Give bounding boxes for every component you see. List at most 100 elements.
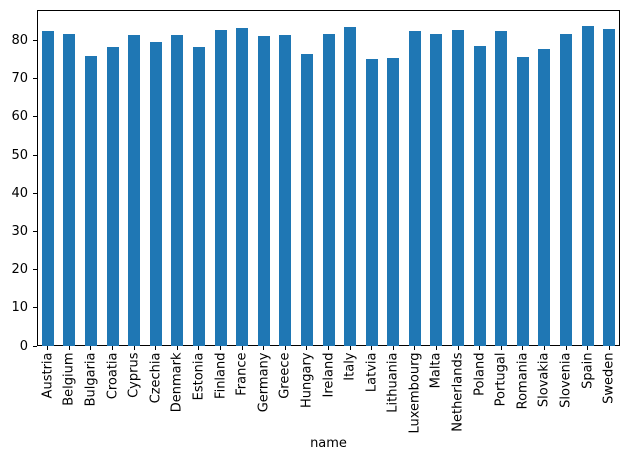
x-tick-label-hungary: Hungary: [299, 352, 315, 409]
x-tick-label-bulgaria: Bulgaria: [83, 352, 99, 407]
x-tick-mark: [500, 346, 502, 350]
x-tick-label-czechia: Czechia: [148, 352, 164, 404]
x-tick-mark: [587, 346, 589, 350]
x-tick-mark: [543, 346, 545, 350]
bar-hungary: [300, 53, 313, 346]
x-tick-label-luxembourg: Luxembourg: [407, 352, 423, 434]
bar-denmark: [171, 34, 184, 346]
x-tick-mark: [306, 346, 308, 350]
x-axis-title: name: [310, 436, 347, 451]
x-tick-label-greece: Greece: [277, 352, 293, 399]
y-tick-label: 0: [19, 338, 28, 354]
x-tick-label-france: France: [234, 352, 250, 396]
y-tick-label: 40: [11, 185, 28, 201]
bar-croatia: [106, 46, 119, 346]
x-tick-mark: [414, 346, 416, 350]
x-tick-mark: [112, 346, 114, 350]
x-tick-label-portugal: Portugal: [493, 352, 509, 407]
x-tick-label-sweden: Sweden: [601, 352, 617, 404]
x-tick-mark: [198, 346, 200, 350]
bar-belgium: [63, 34, 76, 346]
x-tick-mark: [328, 346, 329, 350]
x-tick-label-netherlands: Netherlands: [450, 352, 466, 432]
x-tick-mark: [241, 346, 243, 350]
x-tick-label-italy: Italy: [342, 352, 358, 381]
x-tick-mark: [133, 346, 135, 350]
bar-france: [236, 27, 249, 346]
bar-lithuania: [387, 58, 400, 346]
y-tick-mark: [33, 269, 37, 271]
x-tick-mark: [90, 346, 92, 350]
x-tick-mark: [392, 346, 394, 350]
bar-spain: [581, 25, 594, 346]
bar-germany: [257, 36, 270, 346]
x-tick-label-finland: Finland: [213, 352, 229, 399]
bar-sweden: [603, 28, 616, 346]
y-tick-label: 10: [11, 300, 28, 316]
bar-bulgaria: [84, 55, 97, 346]
x-tick-label-ireland: Ireland: [321, 352, 336, 398]
y-tick-label: 70: [11, 71, 28, 87]
x-tick-mark: [284, 346, 286, 350]
x-tick-mark: [220, 346, 222, 350]
y-tick-mark: [33, 116, 37, 118]
bar-latvia: [365, 59, 378, 346]
y-tick-mark: [33, 154, 37, 156]
y-tick-label: 80: [11, 33, 28, 49]
y-tick-label: 60: [11, 109, 28, 125]
bar-malta: [430, 34, 443, 346]
y-tick-mark: [33, 78, 37, 80]
y-tick-label: 20: [11, 262, 28, 278]
x-tick-label-germany: Germany: [256, 352, 272, 413]
x-tick-label-latvia: Latvia: [364, 352, 380, 393]
x-tick-label-cyprus: Cyprus: [126, 352, 142, 398]
x-tick-label-croatia: Croatia: [105, 352, 121, 400]
x-tick-mark: [349, 346, 351, 350]
x-tick-label-lithuania: Lithuania: [385, 352, 401, 413]
x-tick-mark: [479, 346, 481, 350]
x-tick-mark: [155, 346, 157, 350]
x-tick-mark: [371, 346, 373, 350]
x-tick-mark: [608, 346, 610, 350]
x-tick-mark: [457, 346, 459, 350]
x-tick-label-estonia: Estonia: [191, 352, 207, 401]
x-tick-mark: [435, 346, 437, 350]
x-tick-label-denmark: Denmark: [169, 352, 185, 413]
bar-austria: [41, 30, 54, 346]
bar-portugal: [495, 31, 508, 346]
x-tick-label-slovakia: Slovakia: [536, 352, 552, 408]
bar-slovakia: [538, 48, 551, 346]
x-tick-label-romania: Romania: [515, 352, 531, 410]
x-tick-label-slovenia: Slovenia: [558, 352, 574, 408]
x-tick-mark: [565, 346, 567, 350]
x-tick-mark: [263, 346, 265, 350]
x-tick-label-poland: Poland: [472, 352, 488, 396]
x-tick-label-malta: Malta: [428, 352, 444, 389]
bar-luxembourg: [408, 30, 421, 346]
bar-ireland: [322, 34, 335, 346]
y-tick-mark: [33, 230, 37, 232]
y-tick-mark: [33, 192, 37, 194]
y-tick-label: 50: [11, 147, 28, 163]
x-tick-label-spain: Spain: [580, 352, 596, 389]
x-tick-mark: [68, 346, 70, 350]
bar-greece: [279, 35, 292, 346]
bar-romania: [516, 56, 529, 346]
bar-italy: [344, 27, 357, 346]
bar-estonia: [192, 47, 205, 346]
x-tick-mark: [522, 346, 524, 350]
x-tick-label-austria: Austria: [40, 352, 56, 399]
y-tick-mark: [33, 345, 37, 347]
bar-czechia: [149, 41, 162, 346]
bar-cyprus: [128, 35, 141, 346]
x-tick-mark: [176, 346, 178, 350]
bar-finland: [214, 29, 227, 346]
x-tick-mark: [47, 346, 49, 350]
y-tick-label: 30: [11, 223, 28, 239]
x-tick-label-belgium: Belgium: [61, 352, 77, 406]
bar-slovenia: [560, 34, 573, 346]
bar-poland: [473, 45, 486, 346]
bar-netherlands: [452, 29, 465, 346]
y-tick-mark: [33, 307, 37, 309]
